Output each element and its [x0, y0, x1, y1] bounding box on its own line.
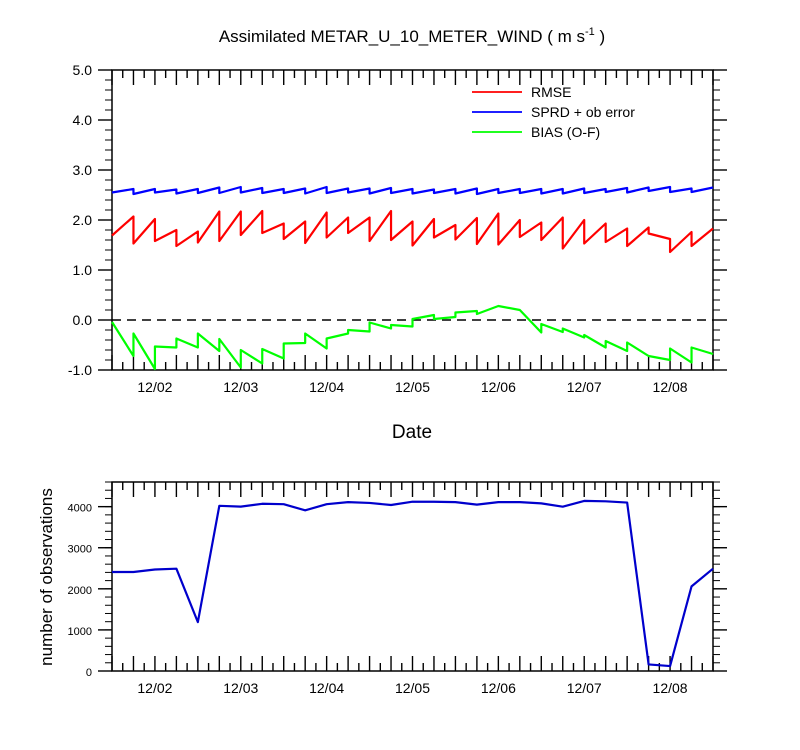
top-x-ticks: [111, 70, 714, 370]
chart-title-superscript: -1: [585, 26, 595, 38]
x-tick-label: 12/08: [653, 680, 688, 696]
x-tick-label: 12/05: [395, 379, 430, 395]
top-x-tick-labels: 12/02 12/03 12/04 12/05 12/06 12/07 12/08: [137, 379, 687, 395]
x-axis-label: Date: [392, 422, 432, 443]
y-axis-label-observations: number of observations: [37, 488, 56, 666]
bottom-plot-frame: [111, 481, 714, 672]
chart-title: Assimilated METAR_U_10_METER_WIND ( m s-…: [219, 26, 605, 46]
chart-title-main: Assimilated METAR_U_10_METER_WIND ( m s: [219, 27, 585, 46]
y-tick-label: 2.0: [73, 212, 93, 228]
y-tick-label: 4000: [68, 503, 92, 515]
top-panel: Assimilated METAR_U_10_METER_WIND ( m s-…: [68, 26, 727, 443]
y-tick-label: 1000: [68, 626, 92, 638]
x-tick-label: 12/04: [309, 680, 344, 696]
x-tick-label: 12/02: [137, 680, 172, 696]
bottom-y-ticks: [98, 481, 727, 672]
top-series-group: [111, 185, 714, 371]
top-y-tick-labels: -1.0 0.0 1.0 2.0 3.0 4.0 5.0: [68, 62, 92, 378]
y-tick-label: 5.0: [73, 62, 93, 78]
x-tick-label: 12/07: [567, 379, 602, 395]
bottom-panel: 12/02 12/03 12/04 12/05 12/06 12/07 12/08 0 100…: [37, 481, 727, 696]
legend-label: RMSE: [531, 84, 571, 100]
x-tick-label: 12/06: [481, 680, 516, 696]
x-tick-label: 12/08: [653, 379, 688, 395]
series-line-observations: [112, 499, 714, 668]
y-tick-label: 3000: [68, 544, 92, 556]
bottom-series-group: [111, 499, 714, 668]
x-tick-label: 12/04: [309, 379, 344, 395]
y-tick-label: 0.0: [73, 312, 93, 328]
y-tick-label: 4.0: [73, 112, 93, 128]
series-line-rmse: [111, 209, 714, 254]
legend: RMSE SPRD + ob error BIAS (O-F): [472, 84, 635, 140]
chart-title-end: ): [595, 27, 605, 46]
x-tick-label: 12/06: [481, 379, 516, 395]
x-tick-label: 12/02: [137, 379, 172, 395]
bottom-x-ticks: [111, 482, 714, 671]
series-line-sprd-ob-error: [111, 185, 714, 196]
x-tick-label: 12/05: [395, 680, 430, 696]
bottom-x-tick-labels: 12/02 12/03 12/04 12/05 12/06 12/07 12/08: [137, 680, 687, 696]
y-tick-label: 1.0: [73, 262, 93, 278]
bottom-y-tick-labels: 0 1000 2000 3000 4000: [68, 503, 92, 679]
y-tick-label: 0: [86, 667, 92, 679]
x-tick-label: 12/03: [223, 680, 258, 696]
x-tick-label: 12/03: [223, 379, 258, 395]
legend-label: BIAS (O-F): [531, 124, 600, 140]
top-y-ticks: [98, 69, 727, 371]
legend-label: SPRD + ob error: [531, 104, 635, 120]
x-tick-label: 12/07: [567, 680, 602, 696]
y-tick-label: 2000: [68, 585, 92, 597]
y-tick-label: 3.0: [73, 162, 93, 178]
y-tick-label: -1.0: [68, 362, 92, 378]
